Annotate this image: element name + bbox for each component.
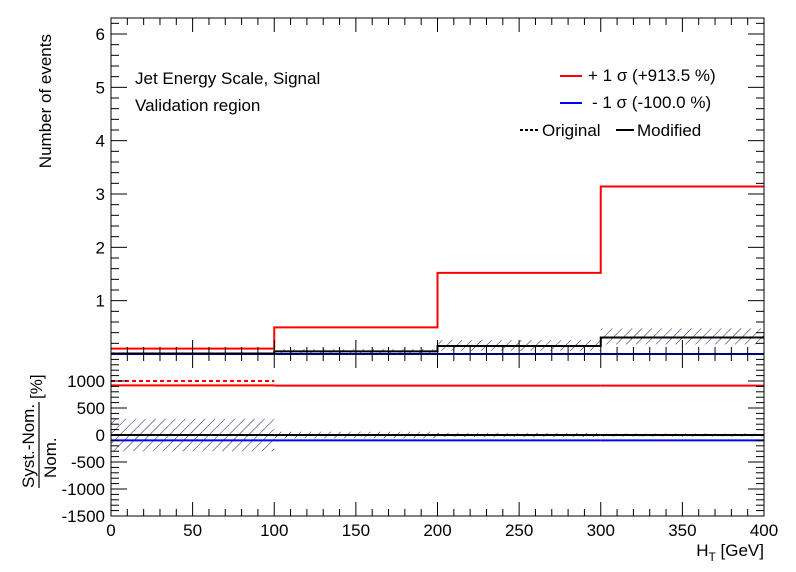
x-axis: 0 50 100 150 200 250 300 350 400	[106, 18, 778, 540]
top-y-axis: 1 2 3 4 5 6	[96, 22, 764, 355]
annotation-line2: Validation region	[135, 96, 260, 115]
bottom-y-axis: -1500 -1000 -500 0 500 1000	[62, 353, 764, 526]
legend: + 1 σ (+913.5 %) - 1 σ (-100.0 %) Origin…	[520, 66, 716, 140]
bottom-y-tick-label: -1500	[62, 507, 105, 526]
x-tick-label: 50	[183, 521, 202, 540]
x-tick-label: 150	[342, 521, 370, 540]
legend-modified-label: Modified	[637, 121, 701, 140]
bottom-y-tick-label: -500	[71, 453, 105, 472]
bottom-y-tick-label: 0	[96, 426, 105, 445]
bottom-series-group	[111, 380, 764, 442]
top-y-tick-label: 2	[96, 238, 105, 257]
legend-down-label: - 1 σ (-100.0 %)	[592, 93, 711, 112]
top-series-0	[111, 185, 764, 350]
top-y-tick-label: 3	[96, 185, 105, 204]
x-axis-label-main: H	[696, 541, 708, 560]
top-y-tick-label: 6	[96, 25, 105, 44]
x-tick-label: 250	[505, 521, 533, 540]
ratio-unit: [%]	[27, 374, 46, 399]
bottom-y-tick-label: 1000	[67, 372, 105, 391]
x-tick-label: 350	[668, 521, 696, 540]
bottom-y-tick-label: 500	[77, 399, 105, 418]
legend-up-label: + 1 σ (+913.5 %)	[588, 66, 716, 85]
x-tick-label: 300	[587, 521, 615, 540]
x-axis-label: HT [GeV]	[696, 541, 764, 564]
x-axis-label-sub: T	[708, 550, 716, 564]
bottom-y-axis-label: Syst.-Nom. Nom. [%]	[19, 374, 60, 488]
x-axis-label-unit: [GeV]	[716, 541, 764, 560]
x-tick-label: 100	[260, 521, 288, 540]
bottom-y-tick-label: -1000	[62, 480, 105, 499]
x-tick-label: 200	[423, 521, 451, 540]
top-y-tick-label: 4	[96, 132, 105, 151]
ratio-numerator: Syst.-Nom.	[19, 404, 38, 488]
x-tick-label: 0	[106, 521, 115, 540]
annotation-line1: Jet Energy Scale, Signal	[135, 69, 320, 88]
ratio-denominator: Nom.	[41, 437, 60, 478]
top-band-bin-3	[600, 328, 764, 345]
top-y-tick-label: 5	[96, 78, 105, 97]
top-y-tick-label: 1	[96, 292, 105, 311]
top-y-axis-label: Number of events	[36, 34, 55, 168]
x-tick-label: 400	[750, 521, 778, 540]
legend-original-label: Original	[542, 121, 601, 140]
